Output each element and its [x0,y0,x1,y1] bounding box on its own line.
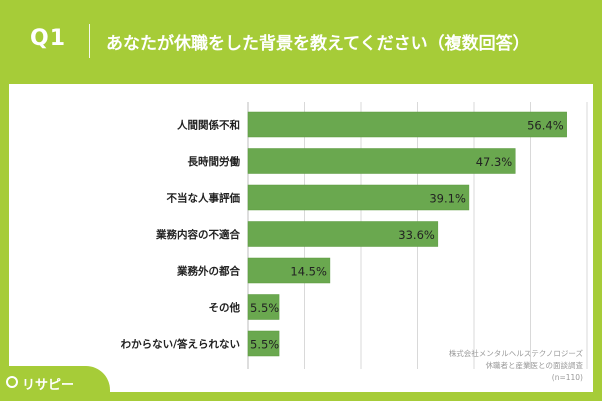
value-label: 14.5% [290,265,327,279]
bar [247,294,280,320]
question-title: あなたが休職をした背景を教えてください（複数回答） [106,34,530,54]
value-label: 5.5% [250,301,279,315]
question-number: Q1 [30,26,67,51]
category-label: その他 [209,301,241,314]
value-label: 5.5% [250,338,279,352]
chart-panel: 人間関係不和 56.4% 長時間労働 47.3% 不当な人事評価 39.1% 業務内容の不適… [9,84,593,392]
value-label: 56.4% [527,119,564,133]
source-note-company: 株式会社メンタルヘルステクノロジーズ [448,349,583,358]
logo-text: リサピー [22,378,75,393]
source-note-survey: 休職者と産業医との面談調査 [485,361,583,370]
category-label: 人間関係不和 [177,119,240,132]
value-label: 33.6% [398,228,435,242]
value-label: 47.3% [476,155,513,169]
header-divider [89,24,90,58]
bar [247,148,516,174]
logo-mark-icon [6,376,18,388]
value-label: 39.1% [429,192,466,206]
brand-logo: リサピー [0,366,110,401]
bar-chart: 人間関係不和 56.4% 長時間労働 47.3% 不当な人事評価 39.1% 業務内容の不適… [121,102,588,369]
category-label: わからない/答えられない [121,338,240,351]
category-label: 業務外の都合 [176,265,240,278]
bar [247,111,567,138]
source-note: 株式会社メンタルヘルステクノロジーズ 休職者と産業医との面談調査 (n=110) [383,348,583,384]
bar [247,257,331,284]
source-note-sample: (n=110) [551,373,583,382]
bar [247,184,470,211]
category-label: 長時間労働 [188,155,241,168]
category-label: 業務内容の不適合 [155,228,240,241]
bar [247,221,439,247]
category-label: 不当な人事評価 [167,192,241,205]
bar [247,330,280,357]
header: Q1 あなたが休職をした背景を教えてください（複数回答） [0,0,602,82]
